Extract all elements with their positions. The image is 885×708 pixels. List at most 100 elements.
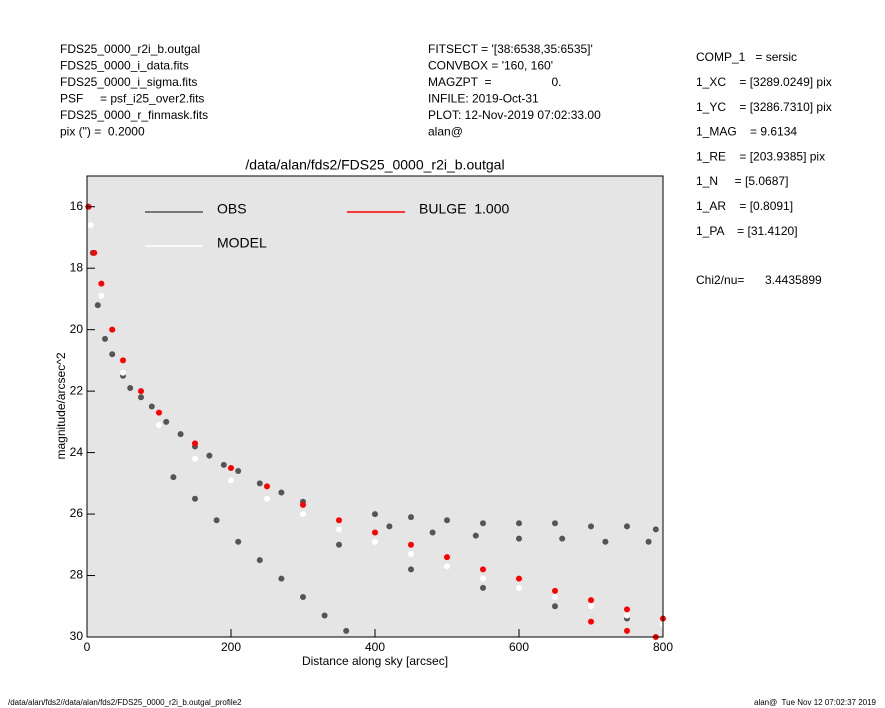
- data-point: [552, 520, 558, 527]
- y-tick-label: 28: [70, 568, 84, 582]
- data-point: [343, 627, 350, 634]
- data-point: [624, 627, 630, 634]
- header-center-line: FITSECT = '[38:6538,35:6535]': [428, 42, 593, 56]
- y-tick-label: 20: [70, 322, 84, 336]
- data-point: [588, 523, 594, 530]
- data-point: [480, 584, 486, 591]
- data-point: [228, 464, 234, 471]
- data-point: [170, 474, 177, 481]
- data-point: [652, 526, 659, 533]
- fit-parameter: 1_PA = [31.4120]: [696, 224, 798, 238]
- footer-left: /data/alan/fds2//data/alan/fds2/FDS25_00…: [8, 698, 242, 707]
- data-point: [120, 357, 126, 364]
- data-point: [588, 603, 594, 610]
- data-point: [516, 520, 522, 527]
- fit-parameter: 1_MAG = 9.6134: [696, 125, 797, 139]
- x-axis-label: Distance along sky [arcsec]: [302, 654, 448, 668]
- data-point: [429, 529, 436, 536]
- y-axis-label: magnitude/arcsec^2: [54, 352, 68, 459]
- y-tick-label: 22: [70, 383, 84, 397]
- data-point: [278, 489, 285, 496]
- data-point: [408, 541, 414, 548]
- header-left-line: FDS25_0000_r2i_b.outgal: [60, 42, 200, 56]
- data-point: [480, 566, 486, 573]
- data-point: [588, 597, 594, 604]
- y-tick-label: 18: [70, 260, 84, 274]
- data-point: [372, 529, 378, 536]
- data-point: [552, 587, 558, 594]
- data-point: [444, 517, 450, 524]
- fit-parameter: 1_N = [5.0687]: [696, 174, 788, 188]
- data-point: [516, 575, 522, 582]
- x-tick-label: 600: [509, 640, 529, 654]
- x-tick-label: 0: [84, 640, 91, 654]
- chi2-value: 3.4435899: [765, 273, 822, 287]
- x-tick-label: 800: [653, 640, 673, 654]
- data-point: [300, 594, 306, 601]
- data-point: [163, 418, 170, 425]
- data-point: [444, 563, 450, 570]
- fit-parameter: 1_XC = [3289.0249] pix: [696, 75, 832, 89]
- data-point: [624, 606, 630, 613]
- data-point: [336, 541, 342, 548]
- data-point: [408, 566, 414, 573]
- header-left-line: FDS25_0000_i_data.fits: [60, 59, 189, 73]
- data-point: [336, 517, 342, 524]
- data-point: [94, 302, 101, 309]
- data-point: [192, 455, 198, 462]
- plot-area: [87, 176, 663, 637]
- data-point: [624, 523, 630, 530]
- data-point: [444, 554, 450, 561]
- data-point: [87, 222, 94, 229]
- data-point: [91, 249, 98, 256]
- data-point: [98, 280, 105, 287]
- data-point: [138, 388, 144, 395]
- fit-parameter: 1_RE = [203.9385] pix: [696, 149, 825, 163]
- footer-right: alan@ Tue Nov 12 07:02:37 2019: [754, 698, 877, 707]
- data-point: [213, 517, 220, 524]
- legend-label: MODEL: [217, 235, 267, 251]
- data-point: [102, 335, 108, 342]
- data-point: [220, 461, 227, 468]
- data-point: [516, 584, 522, 591]
- header-left-line: PSF = psf_i25_over2.fits: [60, 92, 204, 106]
- legend-label: BULGE 1.000: [419, 201, 509, 217]
- data-point: [300, 511, 306, 518]
- data-point: [588, 618, 594, 625]
- data-point: [235, 468, 242, 475]
- data-point: [480, 575, 486, 582]
- legend-label: OBS: [217, 201, 247, 217]
- fit-parameter: 1_AR = [0.8091]: [696, 199, 793, 213]
- header-center-line: alan@: [428, 125, 463, 139]
- data-point: [264, 495, 270, 502]
- y-tick-label: 24: [70, 445, 84, 459]
- header-center-line: CONVBOX = '160, 160': [428, 59, 553, 73]
- x-tick-label: 200: [221, 640, 241, 654]
- data-point: [192, 440, 198, 447]
- data-point: [386, 523, 393, 530]
- data-point: [127, 385, 134, 392]
- data-point: [300, 501, 306, 508]
- data-point: [321, 612, 328, 619]
- data-point: [256, 557, 263, 564]
- data-point: [624, 612, 630, 619]
- data-point: [138, 394, 144, 401]
- data-point: [177, 431, 184, 438]
- data-point: [552, 603, 558, 610]
- header-left-line: pix (") = 0.2000: [60, 125, 145, 139]
- data-point: [602, 538, 609, 545]
- data-point: [645, 538, 652, 545]
- data-point: [472, 532, 479, 539]
- data-point: [98, 292, 105, 299]
- y-tick-label: 30: [70, 629, 84, 643]
- chi2-label: Chi2/nu=: [696, 273, 744, 287]
- data-point: [372, 538, 378, 545]
- data-point: [516, 535, 522, 542]
- header-center-line: MAGZPT = 0.: [428, 75, 561, 89]
- data-point: [235, 538, 242, 545]
- data-point: [336, 526, 342, 533]
- fit-parameter: COMP_1 = sersic: [696, 50, 797, 64]
- fit-parameter: 1_YC = [3286.7310] pix: [696, 100, 832, 114]
